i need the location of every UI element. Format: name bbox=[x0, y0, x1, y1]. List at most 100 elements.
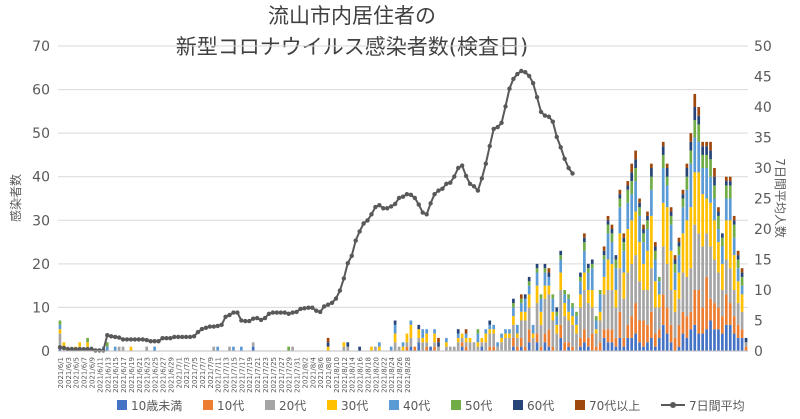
bar-segment bbox=[378, 342, 381, 347]
average-point bbox=[396, 195, 402, 201]
bar-segment bbox=[693, 324, 697, 351]
bar-segment bbox=[397, 346, 401, 351]
bar-segment bbox=[468, 337, 472, 343]
bar-segment bbox=[740, 329, 744, 338]
bar-segment bbox=[677, 298, 681, 325]
bar-segment bbox=[571, 316, 574, 325]
bar-segment bbox=[105, 346, 109, 351]
bar-segment bbox=[697, 333, 701, 351]
bar-segment bbox=[650, 311, 653, 338]
average-point bbox=[404, 192, 410, 197]
bar-segment bbox=[579, 281, 582, 295]
bar-segment bbox=[685, 176, 689, 190]
bar-segment bbox=[594, 320, 598, 330]
x-tick-label: 2021/6/11 bbox=[96, 357, 104, 393]
bar-segment bbox=[433, 342, 436, 347]
x-tick-label: 2021/7/29 bbox=[286, 357, 294, 393]
bar-segment bbox=[705, 154, 708, 168]
average-point bbox=[93, 348, 98, 353]
bar-segment bbox=[598, 294, 602, 312]
bar-segment bbox=[701, 146, 704, 155]
bar-segment bbox=[602, 276, 606, 295]
bar-segment bbox=[417, 329, 421, 338]
bar-segment bbox=[642, 242, 645, 264]
bar-segment bbox=[86, 342, 89, 347]
bar-segment bbox=[551, 346, 555, 351]
bar-segment bbox=[610, 242, 614, 264]
bar-segment bbox=[129, 346, 133, 351]
bar-segment bbox=[622, 337, 626, 347]
average-point bbox=[321, 304, 327, 309]
y2-tick-label: 35 bbox=[754, 131, 772, 147]
bar-segment bbox=[508, 329, 511, 334]
bar-segment bbox=[721, 233, 724, 238]
bar-segment bbox=[721, 290, 724, 317]
bar-segment bbox=[105, 342, 109, 347]
bar-segment bbox=[602, 255, 606, 260]
bar-segment bbox=[456, 329, 460, 334]
average-point bbox=[266, 311, 272, 316]
bar-segment bbox=[728, 176, 732, 182]
bar-segment bbox=[571, 324, 574, 347]
bar-segment bbox=[480, 342, 484, 347]
bar-segment bbox=[579, 307, 582, 338]
bar-segment bbox=[389, 346, 393, 351]
legend-swatch bbox=[575, 400, 585, 410]
bar-segment bbox=[618, 194, 622, 199]
bar-segment bbox=[630, 194, 634, 221]
average-point bbox=[61, 345, 67, 351]
legend-label: 10代 bbox=[217, 399, 244, 413]
bar-segment bbox=[500, 337, 503, 343]
average-point bbox=[388, 204, 394, 209]
legend-swatch bbox=[203, 400, 213, 410]
bar-segment bbox=[736, 268, 740, 282]
bar-segment bbox=[602, 246, 606, 251]
bar-segment bbox=[464, 346, 468, 351]
bar-segment bbox=[638, 215, 641, 243]
bar-segment bbox=[740, 294, 744, 312]
bar-segment bbox=[654, 242, 657, 247]
average-point bbox=[381, 206, 386, 211]
bar-segment bbox=[681, 189, 685, 195]
x-tick-label: 2021/8/28 bbox=[404, 357, 412, 393]
average-point bbox=[231, 310, 236, 315]
bar-segment bbox=[665, 207, 669, 264]
average-point bbox=[420, 210, 425, 215]
bar-segment bbox=[567, 320, 570, 343]
bar-segment bbox=[685, 220, 689, 277]
y2-tick-label: 45 bbox=[754, 70, 772, 86]
average-point bbox=[467, 181, 473, 187]
average-point bbox=[408, 192, 414, 198]
bar-segment bbox=[519, 294, 523, 299]
legend-swatch bbox=[389, 400, 399, 410]
x-tick-label: 2021/7/3 bbox=[183, 357, 191, 388]
bar-segment bbox=[681, 333, 685, 351]
average-point bbox=[140, 337, 145, 342]
average-point bbox=[160, 335, 165, 341]
bar-segment bbox=[673, 255, 677, 260]
average-point bbox=[310, 305, 315, 310]
average-point bbox=[392, 201, 398, 207]
bar-segment bbox=[681, 207, 685, 234]
average-point bbox=[515, 71, 520, 77]
bar-segment bbox=[669, 290, 673, 325]
bar-segment bbox=[516, 333, 519, 338]
average-point bbox=[191, 334, 197, 339]
bar-segment bbox=[456, 342, 460, 351]
bar-segment bbox=[646, 290, 649, 325]
bar-segment bbox=[535, 333, 539, 343]
bar-segment bbox=[630, 263, 634, 317]
x-tick-label: 2021/6/9 bbox=[89, 357, 97, 388]
bar-segment bbox=[638, 242, 641, 282]
average-point bbox=[73, 346, 78, 352]
bar-segment bbox=[661, 154, 665, 168]
bar-segment bbox=[559, 324, 563, 338]
bar-segment bbox=[705, 198, 708, 234]
bar-segment bbox=[638, 207, 641, 216]
bar-segment bbox=[697, 115, 701, 125]
average-point bbox=[89, 346, 94, 352]
bar-segment bbox=[732, 220, 736, 225]
average-point bbox=[436, 188, 441, 193]
bar-segment bbox=[571, 346, 574, 351]
